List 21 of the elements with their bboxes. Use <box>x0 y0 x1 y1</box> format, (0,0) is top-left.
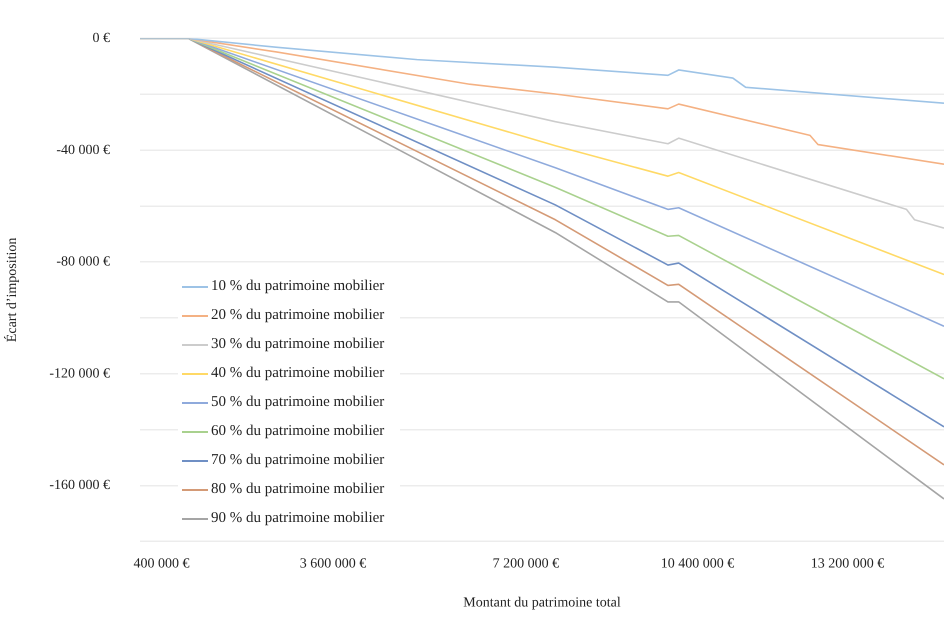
legend-label: 20 % du patrimoine mobilier <box>211 307 384 324</box>
y-tick-label: -80 000 € <box>56 254 110 270</box>
x-tick-label: 7 200 000 € <box>492 556 560 572</box>
y-tick-label: -120 000 € <box>49 366 110 382</box>
y-tick-label: -40 000 € <box>56 142 110 158</box>
legend-label: 90 % du patrimoine mobilier <box>211 510 384 527</box>
legend-label: 70 % du patrimoine mobilier <box>211 452 384 469</box>
y-axis-title: Écart d’imposition <box>3 238 20 342</box>
y-tick-label: 0 € <box>92 31 110 46</box>
x-tick-label: 3 600 000 € <box>300 556 366 572</box>
x-tick-label: 10 400 000 € <box>660 556 734 572</box>
legend-label: 60 % du patrimoine mobilier <box>211 423 384 440</box>
y-tick-label: -160 000 € <box>49 478 110 494</box>
legend-label: 10 % du patrimoine mobilier <box>211 278 384 295</box>
legend-label: 30 % du patrimoine mobilier <box>211 336 384 353</box>
legend-label: 40 % du patrimoine mobilier <box>211 365 384 382</box>
legend-label: 50 % du patrimoine mobilier <box>211 394 384 411</box>
x-tick-label: 400 000 € <box>133 556 190 572</box>
x-tick-label: 13 200 000 € <box>810 556 884 572</box>
x-axis-title: Montant du patrimoine total <box>463 595 621 610</box>
legend-label: 80 % du patrimoine mobilier <box>211 481 384 498</box>
